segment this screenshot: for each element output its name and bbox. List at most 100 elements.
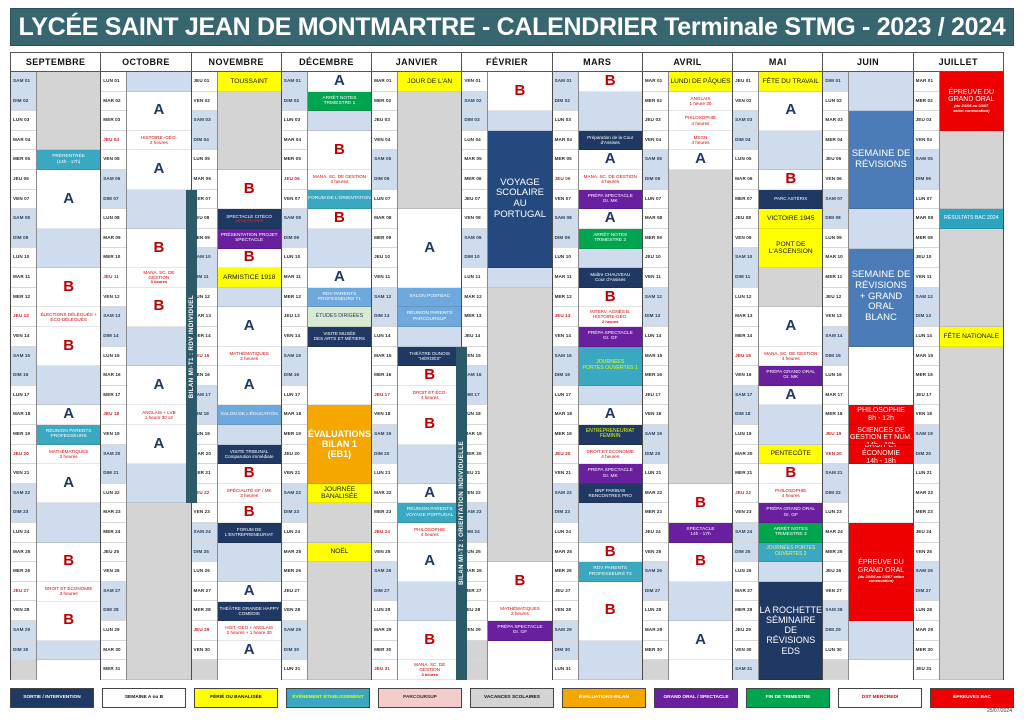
event-block[interactable]: THÉÂTRE DUNOIS "HÉROÈS" [398, 346, 462, 367]
event-block[interactable]: A [37, 170, 101, 229]
event-block[interactable]: ARMISTICE 1918 [217, 268, 281, 288]
event-block[interactable]: A [217, 640, 281, 661]
event-block[interactable]: B [37, 326, 101, 367]
event-block[interactable]: ANGLAIS + LVB 1 heure 30 x2 [127, 405, 191, 426]
event-block[interactable] [578, 503, 642, 543]
event-block[interactable]: LA ROCHETTE SÉMINAIRE DE RÉVISIONS EDS [759, 581, 823, 680]
event-block[interactable]: INTERV. AGNÈS B. HISTOIRE-GÉO. 2 heures [578, 307, 642, 327]
event-block[interactable]: MANA. SC. DE GESTION 3 heures [127, 268, 191, 288]
event-block[interactable] [578, 640, 642, 680]
event-block[interactable]: A [578, 209, 642, 229]
event-block[interactable]: A [398, 209, 462, 288]
event-block[interactable]: MANA. SC. DE GESTION 3 heures [307, 170, 372, 190]
event-block[interactable] [578, 248, 642, 269]
event-block[interactable] [37, 72, 101, 151]
event-block[interactable]: SPÉCIALITÉ GF / MK 3 heures [217, 483, 281, 504]
event-block[interactable]: A [217, 366, 281, 406]
event-block[interactable] [307, 228, 372, 269]
event-block[interactable]: SPECTACLE CITÉCO 18h30 ENTRÉE [217, 209, 281, 229]
event-block[interactable]: FORUM DE L'ORIENTATION [307, 189, 372, 210]
event-block[interactable]: B [578, 581, 642, 641]
event-block[interactable] [849, 621, 913, 661]
event-block[interactable]: B [217, 464, 281, 484]
event-block[interactable]: Préparation de la Cour d'Assises [578, 130, 642, 151]
event-block[interactable]: ÉPREUVE DU GRAND ORAL (du 24/06 au 03/07 s… [849, 523, 913, 622]
event-block[interactable]: PENTECÔTE [759, 444, 823, 465]
event-block[interactable]: A [398, 483, 462, 504]
legend-item-9[interactable]: DST MERCREDI [838, 688, 922, 708]
event-block[interactable]: MATHÉMATIQUES 2 heures [488, 601, 552, 622]
event-block[interactable]: RÉUNION PARENTS PARCOURSUP [398, 307, 462, 327]
event-block[interactable]: JOURNÉE BANALISÉE [307, 483, 372, 504]
event-block[interactable]: PHILOSOPHIE 4 heures [759, 483, 823, 504]
event-block[interactable] [37, 503, 101, 543]
event-block[interactable]: MANA. SC. DE GESTION 4 heures [578, 170, 642, 190]
event-block[interactable] [488, 287, 552, 563]
event-block[interactable]: ARRÊT NOTES TRIMESTRE 2 [578, 228, 642, 249]
event-block[interactable]: A [578, 405, 642, 426]
event-block[interactable]: PHILOSOPHIE 8h - 12h [849, 405, 913, 426]
event-block[interactable] [37, 640, 101, 661]
event-block[interactable]: ENTREPRENEURIAT FÉMININ [578, 425, 642, 445]
event-block[interactable]: B [759, 464, 823, 484]
event-block[interactable]: B [127, 287, 191, 327]
event-block[interactable]: ÉPREUVE DU GRAND ORAL (du 24/06 au 03/07 se… [939, 72, 1003, 131]
event-block[interactable]: B [668, 483, 733, 524]
event-block[interactable] [939, 228, 1003, 327]
event-block[interactable]: A [127, 366, 191, 406]
event-block[interactable] [578, 385, 642, 406]
legend-item-6[interactable]: ÉVALUATIONS-BILAN [562, 688, 646, 708]
event-block[interactable]: B [398, 405, 462, 445]
event-block[interactable]: ARRÊT NOTES TRIMESTRE 1 [307, 91, 372, 112]
event-block[interactable]: A [127, 150, 191, 190]
event-block[interactable] [488, 268, 552, 288]
event-block[interactable] [217, 425, 281, 445]
event-block[interactable] [127, 503, 191, 680]
event-block[interactable]: A [37, 405, 101, 426]
legend-item-0[interactable]: SORTIE / INTERVENTION [10, 688, 94, 708]
event-block[interactable]: MATHÉMATIQUES 2 heures [217, 346, 281, 367]
event-block[interactable] [939, 346, 1003, 680]
event-block[interactable] [939, 130, 1003, 210]
event-block[interactable]: B [398, 366, 462, 386]
event-block[interactable] [759, 562, 823, 582]
event-block[interactable]: B [578, 542, 642, 563]
event-block[interactable]: A [127, 91, 191, 131]
event-block[interactable]: A [37, 464, 101, 504]
event-block[interactable]: PONT DE L'ASCENSION [759, 228, 823, 269]
event-block[interactable]: A [127, 425, 191, 465]
event-block[interactable]: JOUR DE L'AN [398, 72, 462, 92]
event-block[interactable]: A [759, 307, 823, 347]
event-block[interactable]: Maître CHAUVEAU Cour d'Assises [578, 268, 642, 288]
event-block[interactable] [37, 366, 101, 406]
event-block[interactable]: FÊTE NATIONALE [939, 326, 1003, 347]
event-block[interactable]: SEMAINE DE RÉVISIONS [849, 111, 913, 210]
event-block[interactable]: VICTOIRE 1945 [759, 209, 823, 229]
event-block[interactable]: MATHÉMATIQUES 2 heures [37, 444, 101, 465]
event-block[interactable]: PRÉPA SPECTACLE Gr. GF [488, 621, 552, 641]
event-block[interactable]: PRÉPA SPECTACLE Gr. GF [578, 326, 642, 347]
event-block[interactable]: B [37, 268, 101, 308]
event-block[interactable]: RDV PARENTS PROFESSEURS T2 [578, 562, 642, 582]
event-block[interactable]: ANGLAIS 1 heure 30 [668, 91, 733, 112]
event-block[interactable] [398, 326, 462, 347]
event-block[interactable]: B [398, 621, 462, 661]
event-block[interactable] [849, 464, 913, 524]
event-block[interactable]: A [217, 581, 281, 602]
event-block[interactable]: B [578, 287, 642, 308]
event-block[interactable] [398, 91, 462, 210]
event-block[interactable] [127, 326, 191, 367]
event-block[interactable]: PRÉSENTATION PROJET SPECTACLE [217, 228, 281, 249]
event-block[interactable]: DROIT ET ÉCONOMIE 4 heures [578, 444, 642, 465]
event-block[interactable] [307, 346, 372, 406]
event-block[interactable]: A [759, 91, 823, 131]
event-block[interactable]: B [217, 170, 281, 210]
event-block[interactable]: B [37, 601, 101, 641]
event-block[interactable]: A [307, 72, 372, 92]
event-block[interactable]: B [127, 228, 191, 269]
event-block[interactable]: SALON POSTBAC [398, 287, 462, 308]
event-block[interactable] [759, 405, 823, 445]
event-block[interactable]: PARC ASTÉRIX [759, 189, 823, 210]
event-block[interactable]: PRÉPA GRAND ORAL Gr. MK [759, 366, 823, 386]
